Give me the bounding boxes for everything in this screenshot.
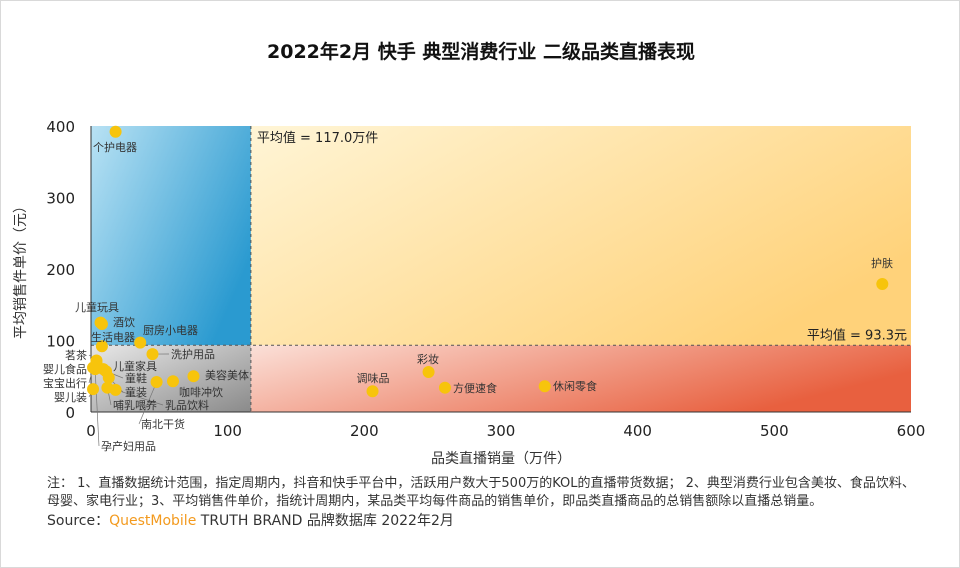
y-tick-label: 400	[46, 118, 75, 136]
data-point-label: 南北干货	[141, 417, 185, 431]
source-line: Source：QuestMobile TRUTH BRAND 品牌数据库 202…	[47, 512, 927, 531]
x-tick-label: 200	[350, 422, 379, 440]
data-point-label: 酒饮	[113, 316, 135, 329]
y-axis-label: 平均销售件单价（元）	[13, 199, 29, 339]
data-point-label: 儿童玩具	[75, 300, 119, 314]
quadrant-top-right	[250, 126, 911, 346]
data-point-label: 童鞋	[125, 371, 147, 385]
footer: 注： 1、直播数据统计范围，指定周期内，抖音和快手平台中，活跃用户数大于500万…	[47, 475, 927, 531]
data-point-label: 宝宝出行	[43, 376, 87, 390]
leader-line	[94, 369, 100, 447]
data-point	[134, 336, 147, 349]
data-point-label: 儿童家具	[113, 359, 157, 373]
data-point-label: 休闲零食	[553, 379, 597, 393]
data-point-label: 生活电器	[91, 330, 135, 344]
data-point	[87, 383, 100, 396]
leader-line	[115, 389, 164, 406]
data-point	[366, 385, 379, 398]
data-point	[95, 340, 108, 353]
x-axis-label: 品类直播销量（万件）	[431, 450, 571, 467]
source-brand: QuestMobile	[109, 513, 197, 529]
data-point-label: 方便速食	[453, 381, 497, 395]
data-point-label: 彩妆	[417, 353, 439, 366]
data-point-label: 洗护用品	[171, 347, 215, 361]
data-point	[538, 380, 551, 393]
data-point-label: 哺乳喂养	[113, 398, 157, 412]
data-point-label: 调味品	[357, 372, 390, 385]
data-point-label: 乳品饮料	[165, 398, 209, 412]
x-tick-label: 0	[86, 422, 96, 440]
quadrant-top-left	[91, 126, 251, 346]
x-tick-label: 600	[897, 422, 926, 440]
leader-line	[138, 381, 157, 425]
x-mean-label: 平均值 = 117.0万件	[257, 130, 378, 146]
source-rest: TRUTH BRAND 品牌数据库 2022年2月	[196, 513, 454, 529]
y-tick-label: 0	[65, 404, 75, 422]
chart-title: 2022年2月 快手 典型消费行业 二级品类直播表现	[267, 41, 695, 63]
data-point	[167, 375, 179, 388]
y-tick-label: 100	[46, 333, 75, 351]
source-prefix: Source：	[47, 513, 110, 529]
data-point-label: 咖啡冲饮	[179, 385, 223, 399]
data-point-label: 护肤	[871, 256, 893, 270]
data-point	[109, 383, 122, 396]
x-tick-label: 500	[760, 422, 789, 440]
y-tick-label: 300	[46, 190, 75, 208]
data-point	[146, 348, 159, 361]
data-point-label: 婴儿装	[54, 391, 87, 404]
footnote: 注： 1、直播数据统计范围，指定周期内，抖音和快手平台中，活跃用户数大于500万…	[47, 476, 915, 509]
data-point-label: 童装	[125, 385, 147, 399]
data-point	[109, 125, 122, 138]
data-point-label: 厨房小电器	[143, 324, 198, 337]
data-point-label: 孕产妇用品	[101, 439, 156, 453]
x-tick-label: 400	[623, 422, 652, 440]
y-tick-label: 200	[46, 261, 75, 279]
data-point	[89, 363, 102, 376]
data-point	[102, 371, 115, 384]
quadrant-bottom-right	[250, 345, 911, 412]
y-mean-label: 平均值 = 93.3元	[807, 327, 907, 343]
data-point	[150, 375, 163, 388]
data-point	[422, 365, 435, 378]
x-tick-label: 300	[487, 422, 516, 440]
data-point	[876, 278, 889, 291]
data-point	[187, 370, 200, 383]
data-point-label: 个护电器	[93, 140, 137, 154]
data-point-label: 美容美体	[205, 368, 249, 382]
data-point-label: 婴儿食品	[43, 362, 87, 376]
x-tick-label: 100	[213, 422, 242, 440]
data-point	[95, 318, 108, 331]
data-point	[438, 381, 451, 394]
data-point-label: 茗茶	[65, 349, 87, 362]
